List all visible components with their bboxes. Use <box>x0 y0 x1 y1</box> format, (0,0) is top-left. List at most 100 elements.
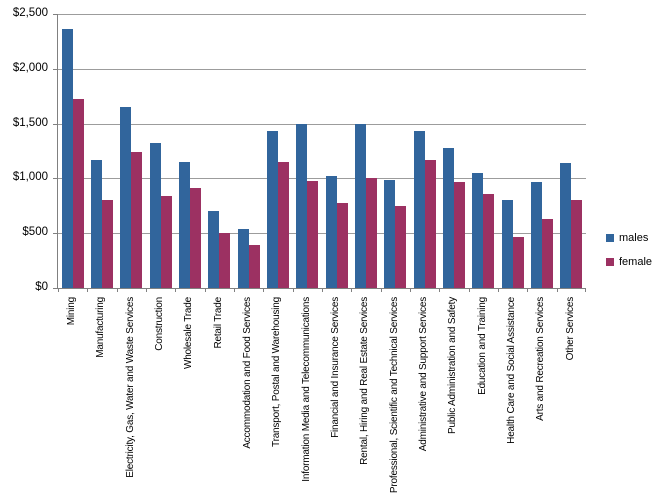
plot-area <box>53 14 586 292</box>
bar-males <box>530 181 542 288</box>
category-label-text: Arts and Recreation Services <box>535 297 547 421</box>
bar-female <box>483 194 495 288</box>
bar-female <box>541 218 553 288</box>
category-label-text: Retail Trade <box>212 297 224 349</box>
x-tick-mark <box>58 288 59 292</box>
x-tick-mark <box>175 288 177 292</box>
bar-female <box>307 181 319 288</box>
category-label-text: Transport, Postal and Warehousing <box>271 297 283 447</box>
y-tick-mark <box>53 123 58 125</box>
x-tick-mark <box>439 288 441 292</box>
y-tick-mark <box>53 14 58 15</box>
x-tick-mark <box>263 288 265 292</box>
bar-group <box>205 14 234 288</box>
bar-group <box>557 14 586 288</box>
bar-males <box>61 29 73 288</box>
bar-males <box>90 159 102 288</box>
bar-group <box>439 14 468 288</box>
category-label-text: Manufacturing <box>95 297 107 358</box>
x-axis-category-label: Mining <box>57 297 86 502</box>
category-label-text: Other Services <box>564 297 576 361</box>
bar-female <box>365 178 377 288</box>
category-label-text: Construction <box>154 297 166 351</box>
bar-group <box>527 14 556 288</box>
bar-female <box>336 203 348 288</box>
bar-males <box>501 200 513 288</box>
category-label-text: Administrative and Support Services <box>418 297 430 452</box>
x-tick-mark <box>498 288 499 292</box>
x-tick-mark <box>556 288 558 292</box>
category-label-text: Electricity, Gas, Water and Waste Servic… <box>124 297 136 478</box>
x-axis-category-label: Financial and Insurance Services <box>321 297 350 502</box>
bar-group <box>410 14 439 288</box>
bar-group <box>175 14 204 288</box>
x-axis-category-label: Manufacturing <box>86 297 115 502</box>
x-axis-category-label: Electricity, Gas, Water and Waste Servic… <box>116 297 145 502</box>
x-axis-category-label: Accommodation and Food Services <box>233 297 262 502</box>
x-axis-category-label: Transport, Postal and Warehousing <box>262 297 291 502</box>
x-axis-category-label: Public Administration and Safety <box>438 297 467 502</box>
bar-group <box>87 14 116 288</box>
category-label-text: Rental, Hiring and Real Estate Services <box>359 297 371 465</box>
bar-group <box>234 14 263 288</box>
category-label-text: Mining <box>66 297 78 326</box>
female-swatch-icon <box>606 258 614 266</box>
legend-label-female: female <box>619 256 653 268</box>
bar-female <box>395 205 407 288</box>
y-tick-mark <box>53 178 58 180</box>
category-label-text: Wholesale Trade <box>183 297 195 370</box>
bar-female <box>248 245 260 288</box>
category-label-text: Professional, Scientific and Technical S… <box>388 297 400 494</box>
bar-males <box>442 147 454 288</box>
x-tick-mark <box>204 288 206 292</box>
x-axis-category-label: Administrative and Support Services <box>409 297 438 502</box>
bar-female <box>219 233 231 288</box>
bar-female <box>571 199 583 288</box>
category-label-text: Information Media and Telecommunications <box>300 297 312 482</box>
bar-female <box>101 200 113 288</box>
category-label-text: Accommodation and Food Services <box>242 297 254 449</box>
y-axis-tick-label: $2,500 <box>12 7 48 19</box>
gridline <box>58 178 586 180</box>
y-tick-mark <box>53 288 58 289</box>
x-axis-category-label: Retail Trade <box>204 297 233 502</box>
bar-group <box>146 14 175 288</box>
bar-group <box>351 14 380 288</box>
x-axis-category-label: Arts and Recreation Services <box>526 297 555 502</box>
x-tick-mark <box>468 288 470 292</box>
bar-males <box>237 228 249 288</box>
bar-males <box>120 107 132 288</box>
gridline <box>58 14 586 15</box>
bar-group <box>498 14 527 288</box>
bar-males <box>325 176 337 288</box>
gridline <box>58 233 586 235</box>
bar-female <box>277 161 289 288</box>
bar-group <box>469 14 498 288</box>
bar-males <box>354 123 366 288</box>
x-tick-mark <box>116 288 118 292</box>
y-tick-mark <box>53 233 58 235</box>
x-axis-category-label: Construction <box>145 297 174 502</box>
bar-group <box>263 14 292 288</box>
legend-label-males: males <box>619 232 649 244</box>
bar-group <box>293 14 322 288</box>
bar-group <box>117 14 146 288</box>
bar-males <box>266 131 278 288</box>
bar-males <box>560 162 572 288</box>
x-axis-category-label: Health Care and Social Assistance <box>497 297 526 502</box>
legend-entry-female: female <box>606 255 652 269</box>
bar-female <box>424 159 436 288</box>
bar-males <box>413 131 425 288</box>
gridline <box>58 123 586 125</box>
bar-males <box>149 143 161 288</box>
x-tick-mark <box>585 288 586 292</box>
y-axis-tick-label: $1,000 <box>12 171 48 184</box>
x-axis-category-label: Wholesale Trade <box>174 297 203 502</box>
x-axis-labels: Mining Manufacturing Electricity, Gas, Wat… <box>57 297 585 502</box>
bar-group <box>322 14 351 288</box>
y-axis-tick-label: $2,000 <box>12 61 48 74</box>
x-tick-mark <box>145 288 147 292</box>
x-tick-mark <box>351 288 353 292</box>
y-axis-tick-label: $1,500 <box>12 116 48 129</box>
